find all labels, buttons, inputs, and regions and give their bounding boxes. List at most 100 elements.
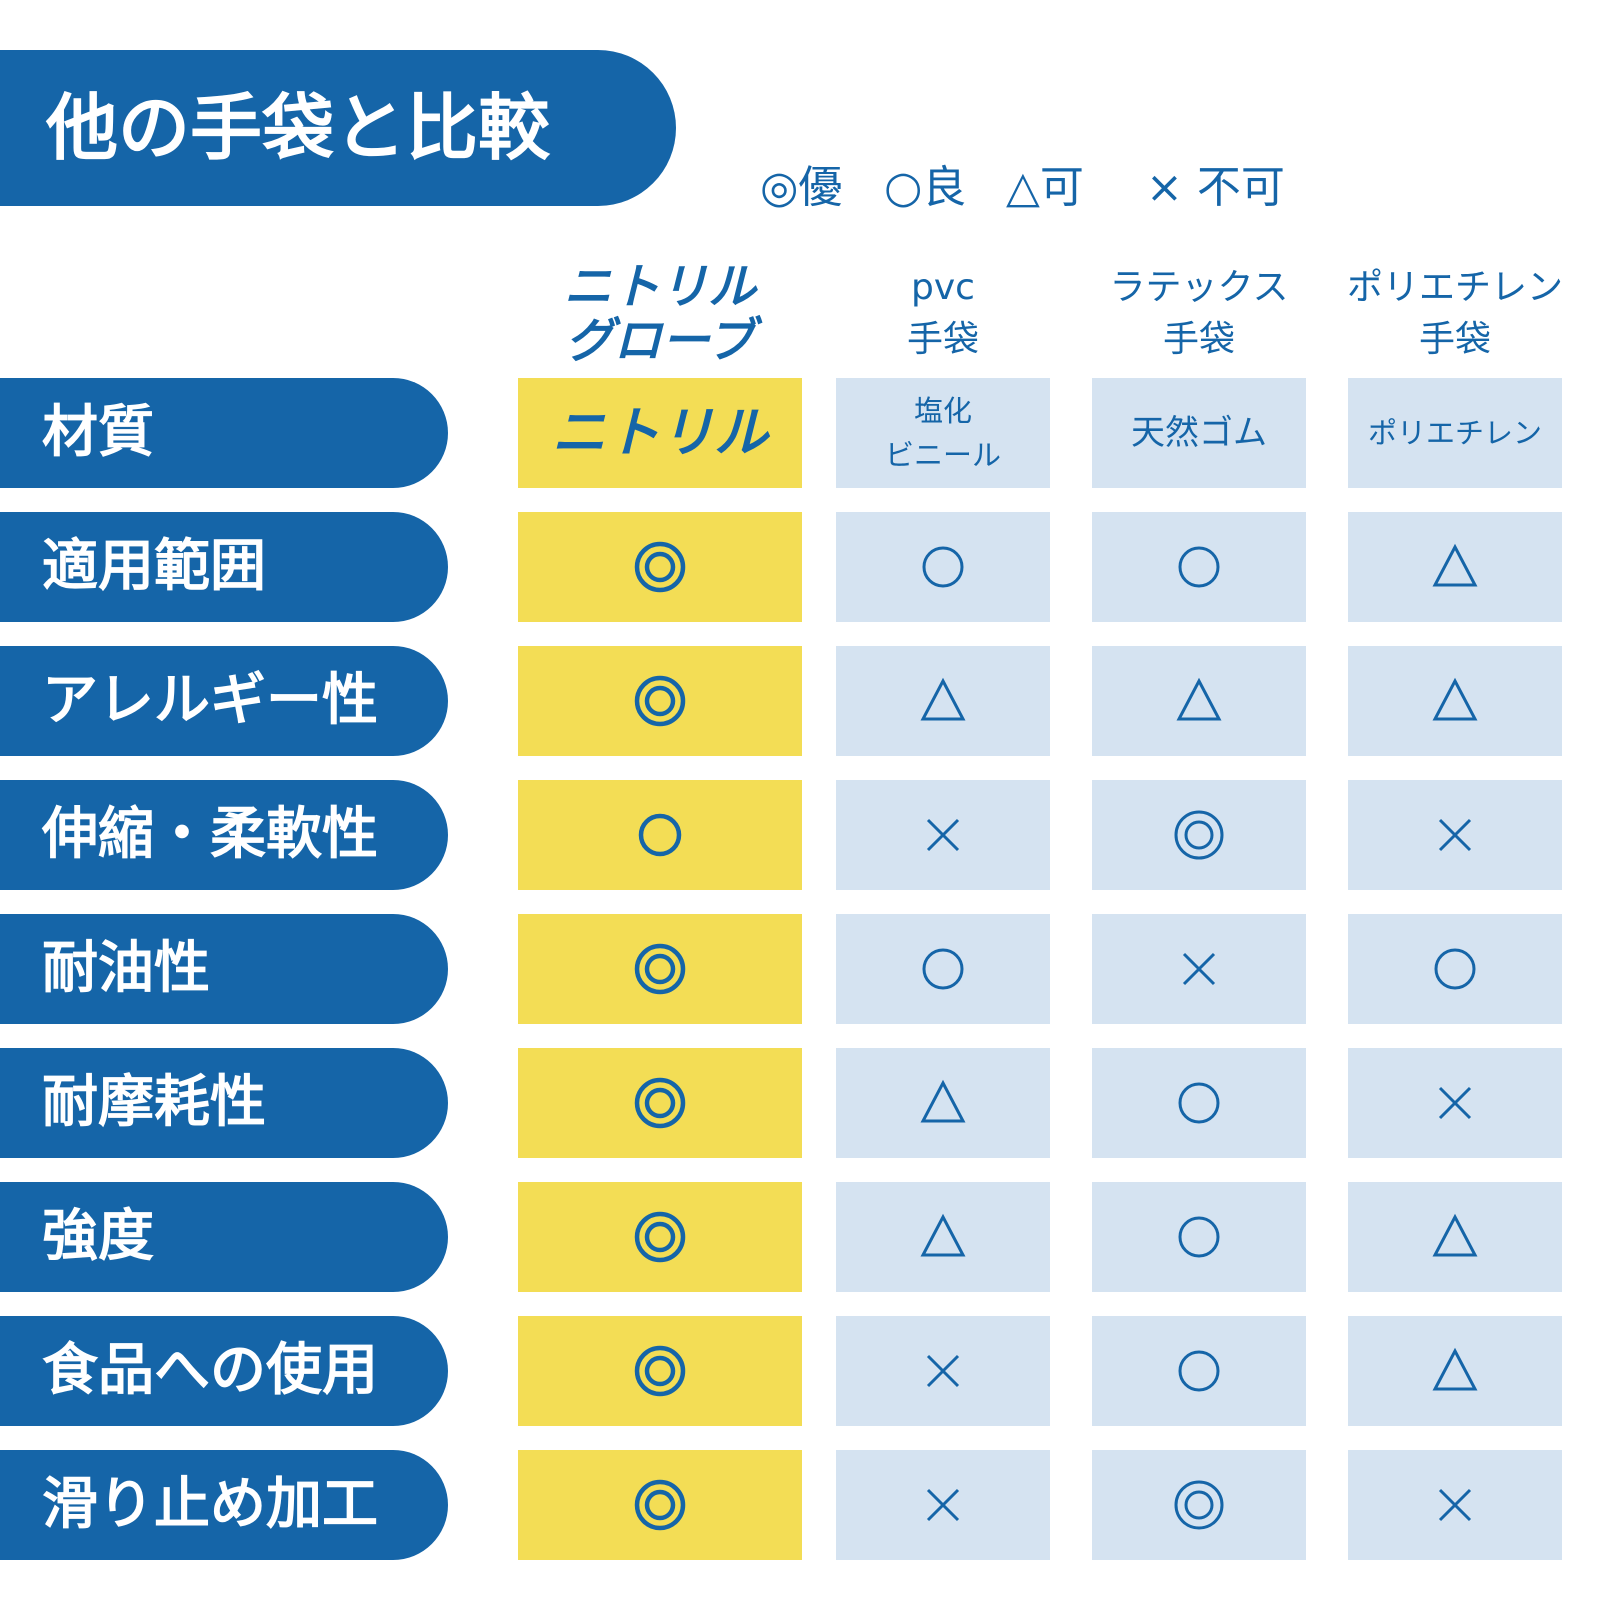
legend-symbol: ○ (884, 162, 923, 213)
column-header-line: ニトリル (563, 259, 756, 315)
material-value: 天然ゴム (1131, 413, 1267, 453)
legend-symbol: ◎ (760, 162, 799, 213)
rating-cell (836, 1450, 1050, 1560)
legend-item-poor: × 不可 (1146, 160, 1285, 216)
column-header-line: 手袋 (1162, 319, 1235, 360)
triangle-icon (920, 1079, 966, 1123)
legend-symbol: △ (1006, 162, 1040, 213)
row-header-material: 材質 (0, 378, 448, 488)
circle-icon (638, 813, 682, 857)
legend-label: 可 (1039, 162, 1084, 213)
material-value: ニトリル (552, 401, 768, 464)
column-header-line: グローブ (565, 313, 755, 369)
circle-icon (1178, 546, 1220, 588)
rating-cell (1092, 1450, 1306, 1560)
row-label: 伸縮・柔軟性 (42, 802, 378, 867)
cross-icon (1182, 952, 1216, 986)
rating-cell (1348, 1316, 1562, 1426)
cross-icon (926, 1354, 960, 1388)
triangle-icon (1432, 677, 1478, 721)
page-title: 他の手袋と比較 (46, 86, 551, 170)
column-header-line: ポリエチレン (1347, 267, 1564, 308)
double-circle-icon (634, 1077, 686, 1129)
rating-cell (836, 914, 1050, 1024)
double-circle-icon (634, 943, 686, 995)
rating-cell (1092, 512, 1306, 622)
rating-cell (1348, 914, 1562, 1024)
legend-item-fair: △可 (1006, 160, 1084, 216)
title-banner: 他の手袋と比較 (0, 50, 676, 206)
triangle-icon (1432, 1347, 1478, 1391)
legend-symbol: × (1146, 162, 1183, 213)
material-cell: ニトリル (518, 378, 802, 488)
circle-icon (1178, 1216, 1220, 1258)
double-circle-icon (634, 541, 686, 593)
rating-cell (1092, 780, 1306, 890)
double-circle-icon (634, 1479, 686, 1531)
row-header-3: 耐油性 (0, 914, 448, 1024)
rating-cell (1348, 512, 1562, 622)
legend-label: 良 (922, 162, 967, 213)
row-header-7: 滑り止め加工 (0, 1450, 448, 1560)
column-header-line: pvc (911, 267, 975, 308)
row-header-5: 強度 (0, 1182, 448, 1292)
column-header-line: 手袋 (906, 319, 979, 360)
material-cell: ポリエチレン (1348, 378, 1562, 488)
rating-cell (518, 1182, 802, 1292)
row-label: 材質 (42, 400, 154, 465)
material-value: 塩化 ビニール (884, 394, 1001, 472)
rating-cell (1092, 914, 1306, 1024)
rating-cell (518, 780, 802, 890)
row-label: 適用範囲 (42, 534, 266, 599)
double-circle-icon (1174, 810, 1224, 860)
rating-cell (1092, 1316, 1306, 1426)
rating-cell (836, 1048, 1050, 1158)
material-cell: 塩化 ビニール (836, 378, 1050, 488)
row-header-6: 食品への使用 (0, 1316, 448, 1426)
cross-icon (1438, 818, 1472, 852)
rating-cell (1092, 1182, 1306, 1292)
cross-icon (926, 818, 960, 852)
material-cell: 天然ゴム (1092, 378, 1306, 488)
triangle-icon (1432, 1213, 1478, 1257)
cross-icon (1438, 1086, 1472, 1120)
row-header-1: アレルギー性 (0, 646, 448, 756)
rating-cell (518, 646, 802, 756)
rating-cell (1348, 646, 1562, 756)
row-label: 滑り止め加工 (42, 1472, 378, 1537)
legend-item-excellent: ◎優 (760, 160, 842, 216)
circle-icon (1178, 1082, 1220, 1124)
material-value: ポリエチレン (1367, 416, 1542, 450)
row-header-0: 適用範囲 (0, 512, 448, 622)
rating-cell (836, 1182, 1050, 1292)
double-circle-icon (634, 1211, 686, 1263)
double-circle-icon (634, 1345, 686, 1397)
rating-cell (518, 1048, 802, 1158)
legend-item-good: ○良 (884, 160, 966, 216)
row-header-2: 伸縮・柔軟性 (0, 780, 448, 890)
double-circle-icon (634, 675, 686, 727)
circle-icon (922, 546, 964, 588)
triangle-icon (920, 1213, 966, 1257)
column-header-0: ニトリル グローブ (518, 258, 802, 370)
double-circle-icon (1174, 1480, 1224, 1530)
row-label: 食品への使用 (42, 1338, 378, 1403)
rating-cell (1092, 646, 1306, 756)
rating-cell (518, 1316, 802, 1426)
column-header-3: ポリエチレン 手袋 (1347, 258, 1564, 370)
row-header-4: 耐摩耗性 (0, 1048, 448, 1158)
row-label: 強度 (42, 1204, 154, 1269)
triangle-icon (1176, 677, 1222, 721)
circle-icon (1434, 948, 1476, 990)
rating-cell (1348, 1048, 1562, 1158)
row-label: アレルギー性 (42, 668, 378, 733)
cross-icon (926, 1488, 960, 1522)
rating-cell (1348, 1182, 1562, 1292)
row-label: 耐油性 (42, 936, 210, 1001)
rating-cell (836, 512, 1050, 622)
column-header-line: ラテックス (1109, 267, 1289, 308)
triangle-icon (1432, 543, 1478, 587)
rating-cell (518, 1450, 802, 1560)
rating-cell (1348, 780, 1562, 890)
legend-label: 優 (798, 162, 843, 213)
